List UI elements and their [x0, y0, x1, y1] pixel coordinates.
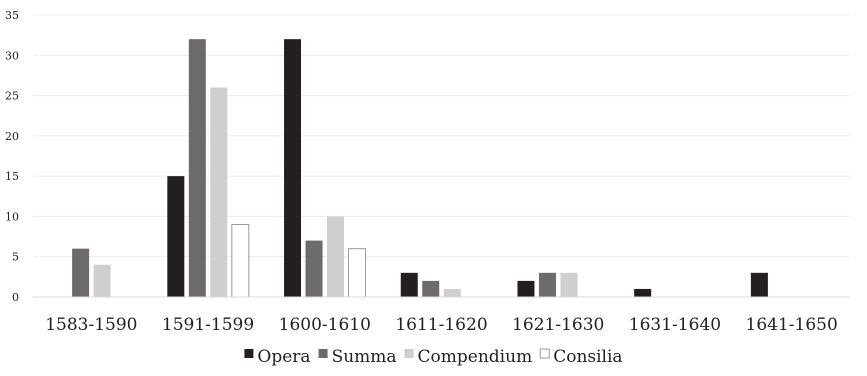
y-tick-label: 10 [5, 210, 19, 223]
x-tick-label: 1631-1640 [629, 315, 721, 335]
x-tick-label: 1600-1610 [279, 315, 371, 335]
y-axis-ticks: 0 5 10 15 20 25 30 35 [5, 9, 19, 304]
bar-compendium-1621-1630 [560, 272, 578, 297]
bar-summa-1583-1590 [72, 248, 90, 297]
bar-summa-1600-1610 [305, 240, 323, 297]
legend-label: Summa [332, 347, 397, 367]
bar-consilia-1591-1599 [231, 223, 250, 298]
legend: Opera Summa Compendium Consilia [244, 347, 623, 367]
bar-compendium-1591-1599 [210, 87, 228, 297]
bar-opera-1611-1620 [400, 272, 418, 297]
legend-swatch-opera [244, 349, 254, 358]
bar-opera-1641-1650 [750, 272, 768, 297]
gridlines [33, 14, 850, 258]
bar-consilia-1600-1610 [348, 248, 367, 298]
bar-opera-1631-1640 [634, 288, 652, 297]
x-tick-label: 1591-1599 [162, 315, 254, 335]
y-tick-label: 20 [5, 130, 19, 143]
legend-swatch-consilia [539, 348, 550, 359]
x-tick-label: 1641-1650 [746, 315, 838, 335]
legend-label: Opera [257, 347, 310, 367]
bars [72, 39, 768, 298]
bar-opera-1591-1599 [167, 176, 185, 297]
legend-swatch-compendium [404, 349, 414, 358]
y-tick-label: 5 [12, 251, 19, 264]
bar-summa-1591-1599 [188, 39, 206, 298]
bar-opera-1621-1630 [517, 280, 535, 297]
x-tick-label: 1583-1590 [45, 315, 137, 335]
bar-compendium-1600-1610 [327, 216, 345, 297]
bar-opera-1600-1610 [284, 39, 302, 298]
bar-compendium-1583-1590 [93, 264, 111, 297]
x-axis-ticks: 1583-1590 1591-1599 1600-1610 1611-1620 1621… [45, 315, 838, 335]
y-tick-label: 25 [5, 90, 19, 103]
y-tick-label: 15 [5, 170, 19, 183]
x-tick-label: 1621-1630 [512, 315, 604, 335]
y-tick-label: 35 [5, 9, 19, 22]
y-tick-label: 30 [5, 49, 19, 62]
legend-label: Consilia [553, 347, 622, 367]
bar-summa-1611-1620 [422, 280, 440, 297]
bar-summa-1621-1630 [538, 272, 556, 297]
bar-compendium-1611-1620 [443, 288, 461, 297]
legend-label: Compendium [418, 347, 533, 367]
legend-swatch-summa [318, 349, 328, 358]
y-tick-label: 0 [12, 291, 19, 304]
x-tick-label: 1611-1620 [395, 315, 487, 335]
